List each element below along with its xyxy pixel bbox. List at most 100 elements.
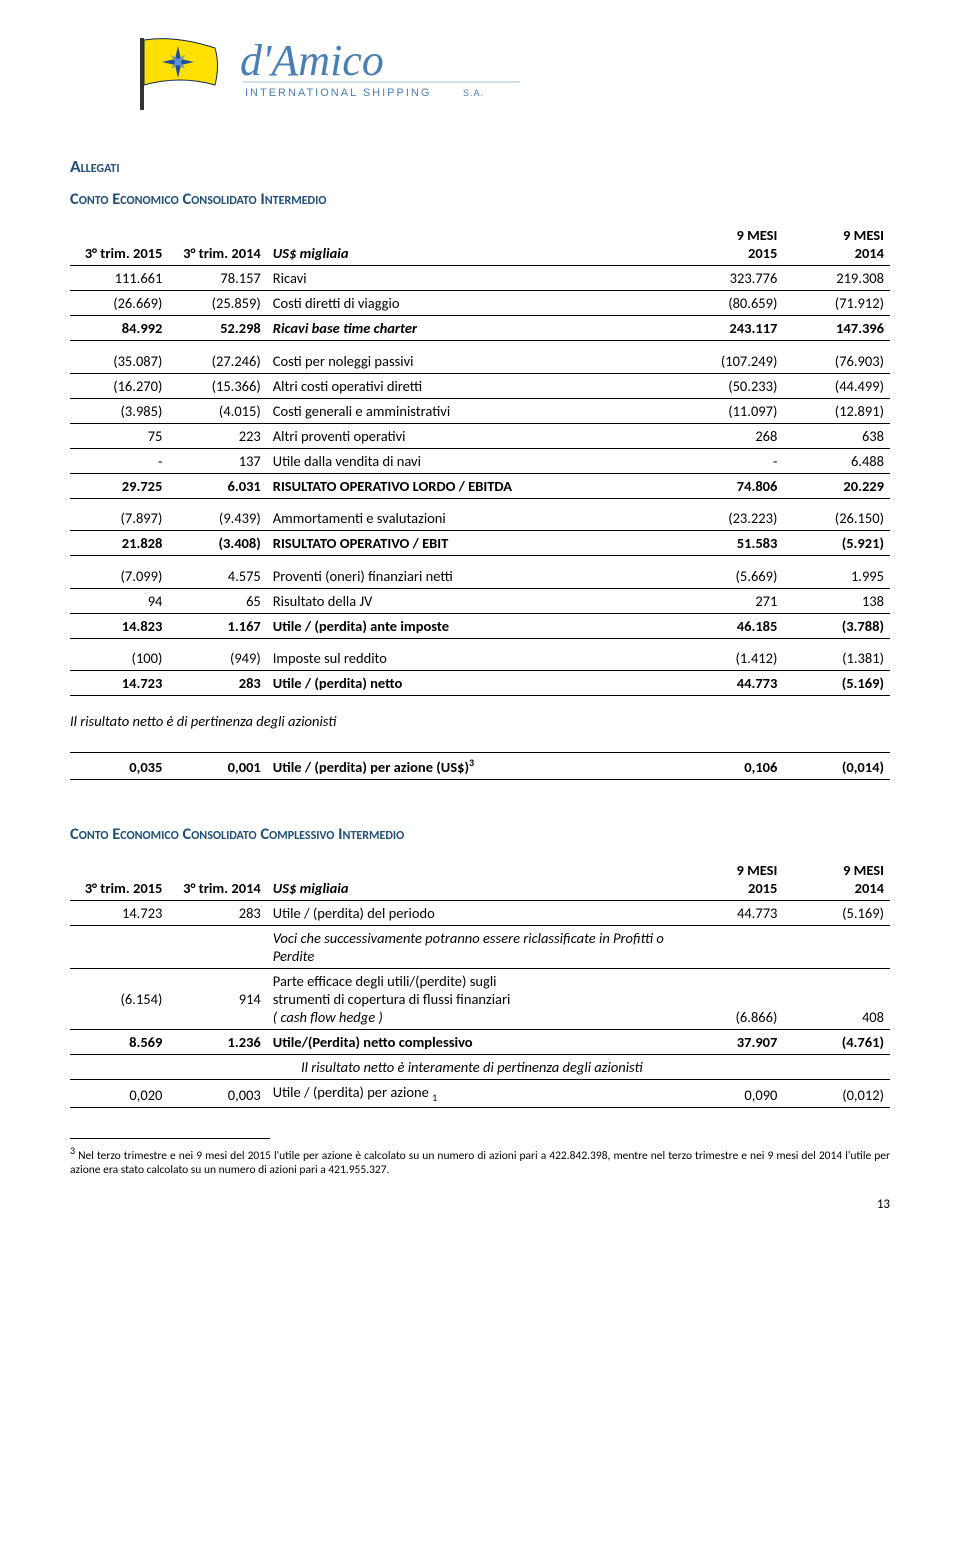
eps-table: 0,035 0,001 Utile / (perdita) per azione…: [70, 752, 890, 780]
cell: (3.408): [168, 531, 266, 556]
cell: Costi generali e amministrativi: [267, 398, 677, 423]
cell: (35.087): [70, 349, 168, 374]
cell: (100): [70, 646, 168, 671]
cell: 137: [168, 448, 266, 473]
cell: 65: [168, 588, 266, 613]
cell: 268: [677, 423, 784, 448]
col-header: 3° trim. 2015: [70, 858, 168, 901]
cell: Costi per noleggi passivi: [267, 349, 677, 374]
cell: -: [677, 448, 784, 473]
allegati-heading: Allegati: [70, 155, 890, 177]
cell: Altri proventi operativi: [267, 423, 677, 448]
cell: 14.823: [70, 613, 168, 638]
page-number: 13: [70, 1197, 890, 1212]
note-azionisti: Il risultato netto è di pertinenza degli…: [70, 712, 890, 730]
cell: 75: [70, 423, 168, 448]
cell: (15.366): [168, 373, 266, 398]
cell: 6.031: [168, 473, 266, 498]
conto-complessivo-table: 3° trim. 2015 3° trim. 2014 US$ migliaia…: [70, 858, 890, 1108]
col-header: US$ migliaia: [267, 858, 677, 901]
cell: (25.859): [168, 291, 266, 316]
cell: (16.270): [70, 373, 168, 398]
cell: Altri costi operativi diretti: [267, 373, 677, 398]
cell: Utile dalla vendita di navi: [267, 448, 677, 473]
cell: Utile / (perdita) ante imposte: [267, 613, 677, 638]
cell: -: [70, 448, 168, 473]
cell: Risultato della JV: [267, 588, 677, 613]
col-header: 3° trim. 2014: [168, 223, 266, 266]
company-logo: d'Amico INTERNATIONAL SHIPPING S.A.: [130, 30, 890, 120]
cell: (12.891): [783, 398, 890, 423]
conto2-heading: Conto Economico Consolidato Complessivo …: [70, 824, 890, 844]
cell: (26.150): [783, 506, 890, 531]
cell: 14.723: [70, 671, 168, 696]
cell: 1.167: [168, 613, 266, 638]
cell: Utile / (perdita) netto: [267, 671, 677, 696]
cell: 4.575: [168, 564, 266, 589]
cell: Utile / (perdita) del periodo: [267, 900, 677, 925]
cell: (71.912): [783, 291, 890, 316]
col-header: US$ migliaia: [267, 223, 677, 266]
cell: 243.117: [677, 316, 784, 341]
cell: (27.246): [168, 349, 266, 374]
cell: Imposte sul reddito: [267, 646, 677, 671]
cell: (5.169): [783, 900, 890, 925]
cell: 138: [783, 588, 890, 613]
cell: Costi diretti di viaggio: [267, 291, 677, 316]
cell: (3.788): [783, 613, 890, 638]
cell: 94: [70, 588, 168, 613]
cell: 44.773: [677, 671, 784, 696]
col-header: 3° trim. 2015: [70, 223, 168, 266]
cell: Proventi (oneri) finanziari netti: [267, 564, 677, 589]
cell: (9.439): [168, 506, 266, 531]
svg-text:INTERNATIONAL SHIPPING: INTERNATIONAL SHIPPING: [245, 87, 431, 99]
cell: (107.249): [677, 349, 784, 374]
cell: (1.412): [677, 646, 784, 671]
svg-text:d'Amico: d'Amico: [240, 36, 384, 85]
cell: (23.223): [677, 506, 784, 531]
cell: 283: [168, 900, 266, 925]
cell: (5.169): [783, 671, 890, 696]
cell: (7.897): [70, 506, 168, 531]
cell: RISULTATO OPERATIVO LORDO / EBITDA: [267, 473, 677, 498]
cell: 6.488: [783, 448, 890, 473]
cell: 46.185: [677, 613, 784, 638]
cell: Ricavi base time charter: [267, 316, 677, 341]
cell: (949): [168, 646, 266, 671]
netto-line: Il risultato netto è interamente di pert…: [267, 1054, 677, 1079]
cell: 21.828: [70, 531, 168, 556]
cell: Ricavi: [267, 266, 677, 291]
cell: 51.583: [677, 531, 784, 556]
col-header: 3° trim. 2014: [168, 858, 266, 901]
voci-line: Voci che successivamente potranno essere…: [267, 925, 677, 968]
cell: 44.773: [677, 900, 784, 925]
cell: (76.903): [783, 349, 890, 374]
cell: (5.669): [677, 564, 784, 589]
cell: (80.659): [677, 291, 784, 316]
cell: (4.015): [168, 398, 266, 423]
cell: 271: [677, 588, 784, 613]
conto1-heading: Conto Economico Consolidato Intermedio: [70, 189, 890, 209]
cell: 111.661: [70, 266, 168, 291]
cell: (7.099): [70, 564, 168, 589]
cell: 52.298: [168, 316, 266, 341]
cell: 14.723: [70, 900, 168, 925]
cell: (11.097): [677, 398, 784, 423]
cell: (44.499): [783, 373, 890, 398]
cell: (50.233): [677, 373, 784, 398]
cell: (3.985): [70, 398, 168, 423]
footnote-separator: [70, 1138, 270, 1139]
conto-economico-table: 3° trim. 2015 3° trim. 2014 US$ migliaia…: [70, 223, 890, 696]
cell: 323.776: [677, 266, 784, 291]
footnote-text: 3 Nel terzo trimestre e nei 9 mesi del 2…: [70, 1145, 890, 1178]
cell: (26.669): [70, 291, 168, 316]
cell: 20.229: [783, 473, 890, 498]
cell: 147.396: [783, 316, 890, 341]
cell: RISULTATO OPERATIVO / EBIT: [267, 531, 677, 556]
cell: 74.806: [677, 473, 784, 498]
cell: 1.995: [783, 564, 890, 589]
cell: (1.381): [783, 646, 890, 671]
cell: Ammortamenti e svalutazioni: [267, 506, 677, 531]
cell: 638: [783, 423, 890, 448]
cell: 219.308: [783, 266, 890, 291]
